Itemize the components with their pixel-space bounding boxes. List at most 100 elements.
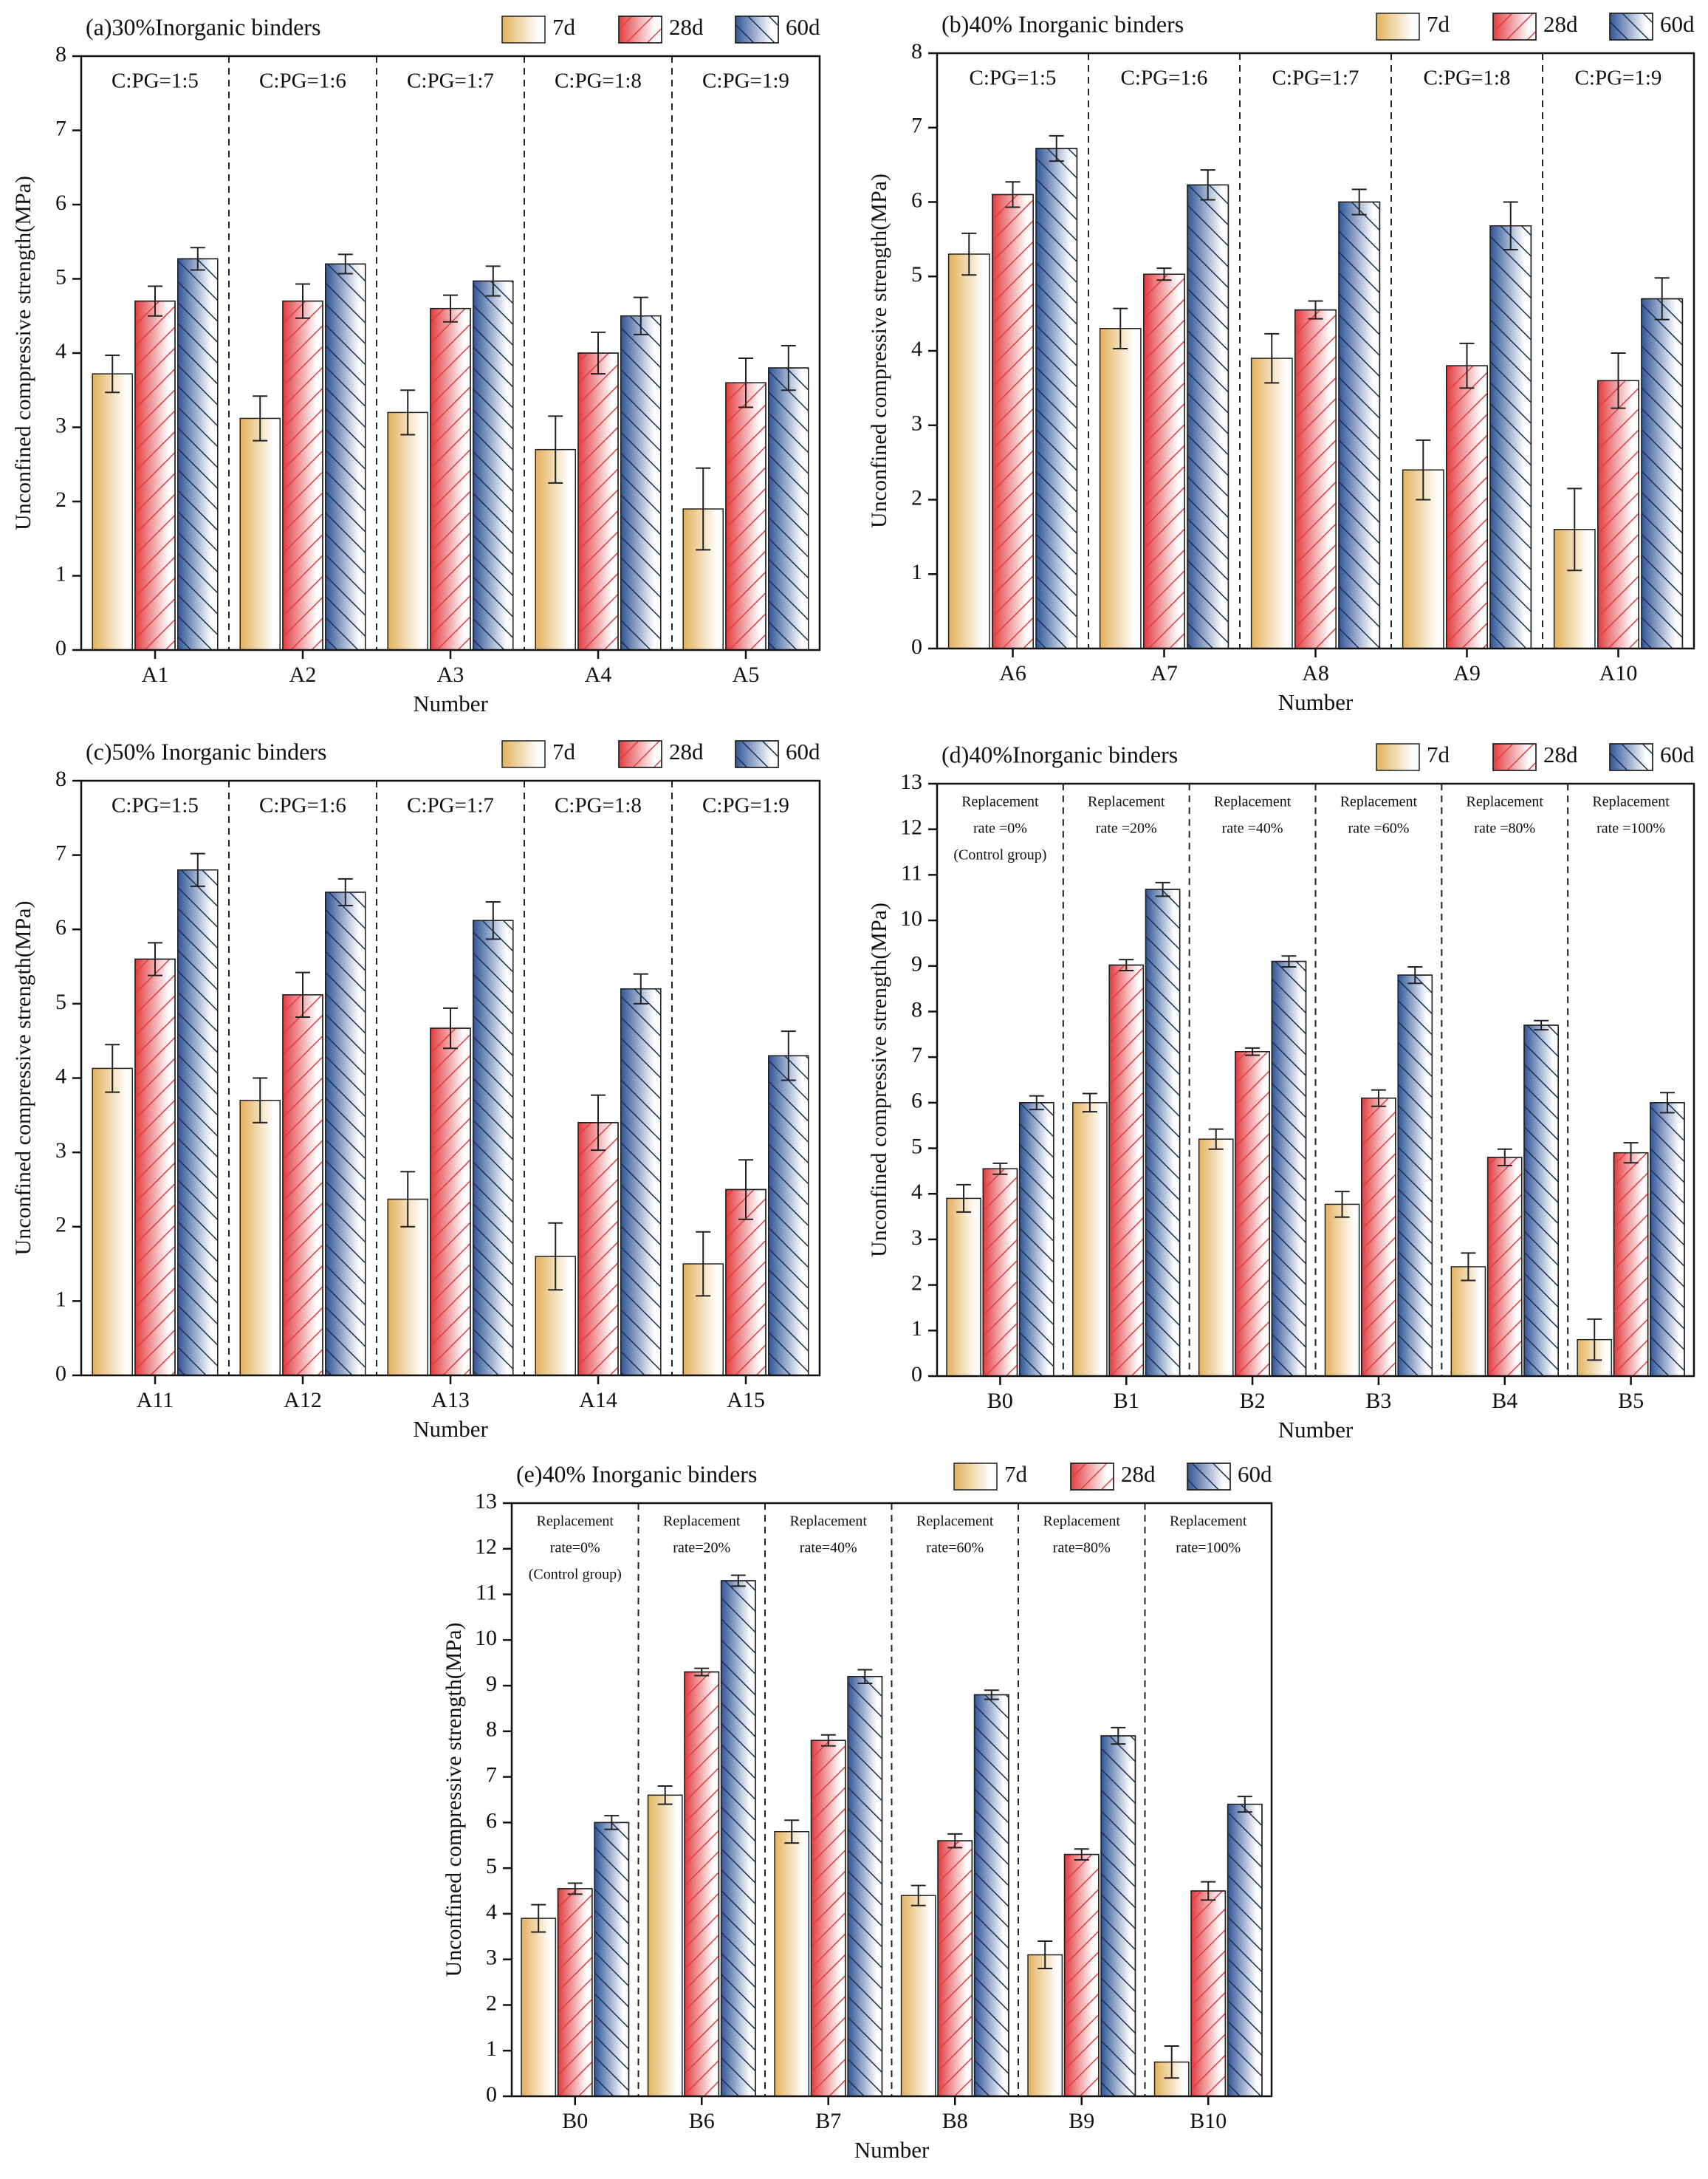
x-tick-label: B0: [562, 2109, 588, 2133]
bar-hatch: [1489, 225, 1532, 649]
error-bar: [443, 1007, 458, 1050]
error-bar: [1416, 439, 1431, 501]
y-tick-label: 2: [911, 485, 922, 510]
y-tick-label: 6: [486, 1808, 497, 1833]
bar-hatch: [1100, 1735, 1136, 2097]
bar-hatch: [473, 280, 514, 651]
bar-hatch: [1190, 1890, 1227, 2097]
error-bar: [190, 247, 205, 271]
x-axis-title: Number: [1278, 689, 1354, 715]
error-bar: [253, 395, 268, 442]
error-bar: [1038, 1940, 1053, 1970]
bar-hatch: [1143, 273, 1185, 649]
x-tick-label: A12: [284, 1388, 322, 1412]
chart-title: (c)50% Inorganic binders: [86, 738, 326, 764]
bar: [682, 508, 724, 651]
legend-swatch-hatch: [735, 16, 779, 44]
y-tick-label: 8: [55, 767, 66, 791]
error-bar: [947, 1833, 963, 1849]
group-label: C:PG=1:7: [407, 794, 494, 818]
group-label: Replacement: [1592, 794, 1670, 810]
x-tick-label: B7: [815, 2109, 841, 2133]
legend-swatch-hatch: [1609, 13, 1653, 41]
bar-hatch: [282, 300, 323, 651]
error-bar: [633, 973, 648, 1005]
legend-swatch: [501, 740, 546, 768]
bar-hatch: [1338, 201, 1381, 649]
bar-hatch: [847, 1675, 883, 2097]
error-bar: [696, 1231, 711, 1297]
legend-swatch-hatch: [618, 740, 662, 768]
error-bar: [1029, 1095, 1044, 1111]
error-bar: [1623, 1142, 1639, 1164]
error-bar: [1371, 1089, 1386, 1107]
y-tick-label: 13: [900, 770, 922, 794]
y-axis-title: Unconfined compressive strength(MPa): [11, 901, 35, 1256]
y-tick-label: 11: [901, 861, 922, 885]
group-label: rate=40%: [800, 1540, 857, 1556]
error-bar: [1334, 1191, 1350, 1218]
group-label: Replacement: [663, 1513, 741, 1530]
group-label: rate=80%: [1053, 1540, 1111, 1556]
bar-hatch: [134, 300, 176, 651]
y-tick-label: 0: [486, 2082, 497, 2107]
bar-hatch: [1018, 1102, 1054, 1377]
group-label: rate=0%: [550, 1540, 600, 1556]
y-tick-label: 0: [911, 1362, 922, 1386]
y-tick-label: 4: [55, 1064, 66, 1088]
group-label: C:PG=1:5: [970, 66, 1057, 90]
error-bar: [105, 1044, 120, 1093]
y-axis-title: Unconfined compressive strength(MPa): [867, 174, 891, 528]
group-label: C:PG=1:9: [702, 69, 789, 93]
bar-hatch: [1397, 974, 1433, 1377]
legend-swatch-hatch: [1070, 1463, 1114, 1491]
y-axis-title: Unconfined compressive strength(MPa): [442, 1623, 466, 1977]
group-label: rate =0%: [973, 821, 1027, 837]
bar-hatch: [177, 258, 219, 651]
x-axis-title: Number: [1278, 1417, 1354, 1443]
error-bar: [337, 253, 353, 275]
bar: [387, 411, 428, 651]
error-bar: [910, 1884, 926, 1906]
error-bar: [633, 296, 648, 335]
error-bar: [1164, 2045, 1179, 2079]
error-bar: [696, 467, 711, 551]
y-tick-label: 11: [476, 1580, 497, 1604]
group-label: Replacement: [537, 1513, 614, 1530]
group-label: rate=100%: [1176, 1540, 1241, 1556]
bar-hatch: [1108, 964, 1145, 1377]
group-label: C:PG=1:9: [702, 794, 789, 818]
bar-hatch: [1235, 1051, 1270, 1377]
bar-hatch: [1486, 1157, 1523, 1377]
bar: [900, 1895, 936, 2097]
y-tick-label: 3: [486, 1946, 497, 1970]
legend-label: 60d: [786, 14, 820, 40]
group-label: Replacement: [1214, 794, 1292, 810]
error-bar: [1567, 488, 1582, 572]
error-bar: [1264, 332, 1280, 384]
error-bar: [1200, 169, 1215, 201]
bar: [1072, 1102, 1108, 1377]
bar: [239, 1099, 281, 1376]
error-bar: [1237, 1796, 1252, 1813]
error-bar: [1201, 1881, 1216, 1901]
bar: [647, 1794, 683, 2097]
legend-label: 28d: [669, 739, 704, 764]
group-label: Replacement: [961, 794, 1039, 810]
bar-hatch: [1523, 1024, 1559, 1377]
y-tick-label: 4: [55, 339, 66, 363]
error-bar: [295, 971, 310, 1018]
plot-frame: [80, 779, 821, 1377]
error-bar: [1308, 300, 1323, 320]
error-bar: [1611, 352, 1626, 409]
bar-hatch: [1650, 1102, 1685, 1377]
x-tick-label: A15: [727, 1388, 765, 1412]
y-tick-label: 5: [911, 1134, 922, 1158]
x-tick-label: B1: [1114, 1389, 1139, 1413]
group-label: C:PG=1:8: [1424, 66, 1511, 90]
y-tick-label: 2: [55, 1213, 66, 1237]
bar-hatch: [325, 892, 366, 1376]
y-tick-label: 6: [911, 188, 922, 212]
error-bar: [105, 355, 120, 394]
